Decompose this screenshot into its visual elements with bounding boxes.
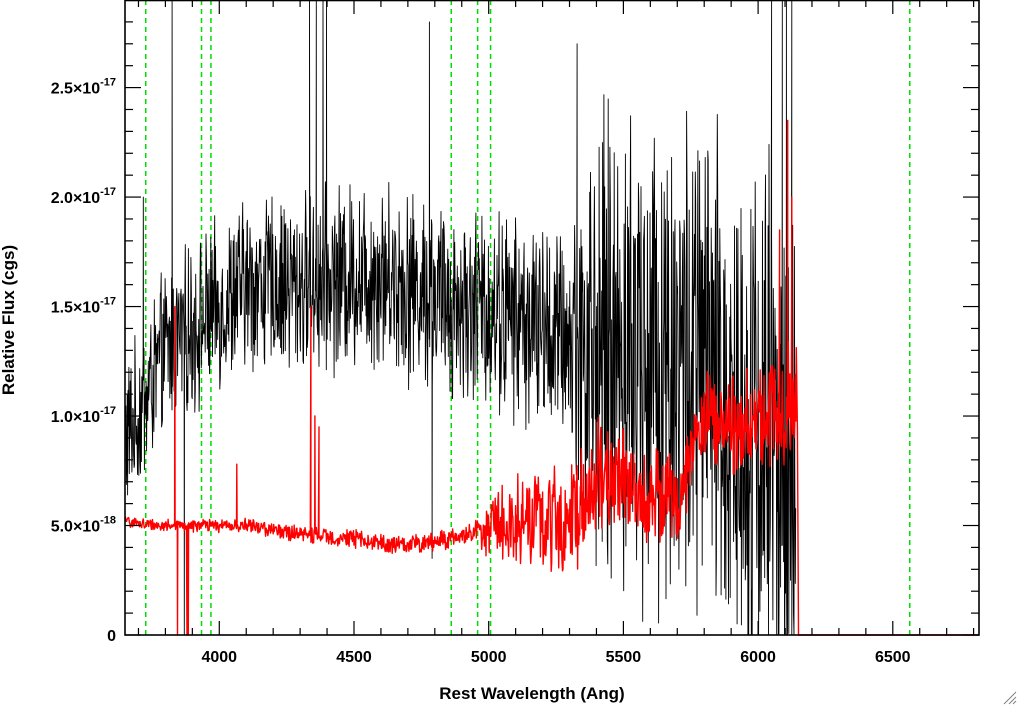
y-tick-label: 2.0×10-17 xyxy=(51,186,116,207)
x-tick-label: 4000 xyxy=(201,649,237,666)
y-axis-title: Relative Flux (cgs) xyxy=(0,245,18,395)
x-tick-label: 5500 xyxy=(606,649,642,666)
plot-frame xyxy=(124,0,980,636)
x-tick-label: 6000 xyxy=(740,649,776,666)
y-tick-label: 1.0×10-17 xyxy=(51,405,116,426)
y-tick-label: 5.0×10-18 xyxy=(51,515,116,536)
x-axis-ticks xyxy=(137,0,975,635)
y-tick-label: 2.5×10-17 xyxy=(51,77,116,98)
y-axis-tick-labels: 0 5.0×10-18 1.0×10-17 1.5×10-17 2.0×10-17 2.5… xyxy=(51,77,116,645)
series-line-0 xyxy=(124,0,797,636)
x-axis-title: Rest Wavelength (Ang) xyxy=(439,684,624,703)
x-tick-label: 5000 xyxy=(471,649,507,666)
x-axis-tick-labels: 4000 4500 5000 5500 6000 6500 xyxy=(201,649,910,666)
resize-grip-icon[interactable] xyxy=(1003,691,1017,705)
x-tick-label: 4500 xyxy=(336,649,372,666)
x-tick-label: 6500 xyxy=(875,649,911,666)
y-axis-ticks xyxy=(125,0,979,636)
y-tick-label: 1.5×10-17 xyxy=(51,296,116,317)
y-tick-label: 0 xyxy=(107,628,116,645)
